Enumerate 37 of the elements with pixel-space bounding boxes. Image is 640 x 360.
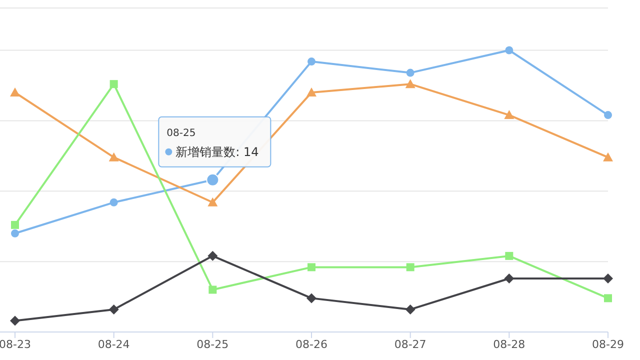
- point: [110, 198, 118, 206]
- point: [604, 111, 612, 120]
- x-tick-label: 08-23: [0, 338, 31, 351]
- x-tick-label: 08-26: [296, 338, 328, 351]
- point: [406, 68, 414, 77]
- point: [10, 88, 20, 97]
- point: [405, 79, 416, 88]
- point: [603, 152, 613, 162]
- tooltip: 08-25 新增销量数: 14: [158, 116, 272, 168]
- x-tick-label: 08-29: [592, 338, 624, 351]
- x-tick-label: 08-28: [493, 338, 526, 351]
- point: [603, 273, 613, 284]
- point: [10, 316, 20, 326]
- x-tick-label: 08-25: [196, 338, 229, 351]
- point: [208, 197, 218, 206]
- point: [11, 229, 19, 238]
- x-tick-label: 08-27: [394, 338, 426, 351]
- point: [604, 294, 612, 302]
- point: [306, 88, 316, 97]
- point: [208, 286, 217, 294]
- point: [504, 273, 514, 284]
- point: [505, 46, 514, 54]
- point: [110, 80, 118, 88]
- annotation: 新增销量数: 14: [176, 144, 259, 159]
- x-tick-label: 08-24: [98, 338, 130, 351]
- point: [308, 58, 316, 66]
- point: [108, 304, 119, 314]
- point: [406, 263, 414, 272]
- point: [208, 250, 218, 261]
- point: [306, 293, 316, 304]
- point: [11, 220, 19, 229]
- annotation: 08-25: [166, 128, 196, 139]
- point: [405, 304, 416, 314]
- point: [108, 152, 119, 162]
- point: [308, 263, 316, 272]
- point: [504, 110, 514, 120]
- point: [505, 252, 514, 260]
